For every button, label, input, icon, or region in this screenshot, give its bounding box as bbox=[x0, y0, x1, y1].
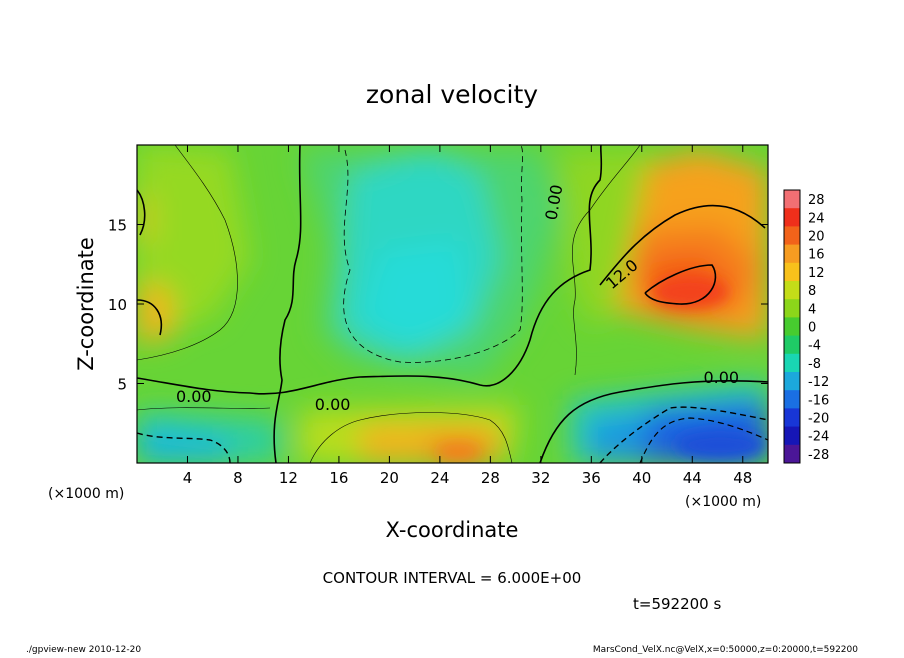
colorbar-label: 12 bbox=[808, 266, 825, 281]
x-unit-right: (×1000 m) bbox=[685, 494, 761, 510]
colorbar-label: 24 bbox=[808, 211, 825, 226]
x-tick-label: 12 bbox=[279, 469, 298, 487]
colorbar: 28 24 20 16 12 8 4 0 -4 -8 -12 -16 -20 -24 -28 bbox=[783, 189, 829, 464]
colorbar-swatch bbox=[784, 281, 800, 300]
x-tick-label: 28 bbox=[481, 469, 500, 487]
colorbar-label: -24 bbox=[808, 430, 829, 445]
x-tick-label: 40 bbox=[632, 469, 651, 487]
chart-title: zonal velocity bbox=[366, 80, 538, 109]
colorbar-swatch bbox=[784, 317, 800, 337]
colorbar-swatch bbox=[784, 408, 800, 428]
colorbar-swatch bbox=[784, 299, 800, 318]
contour-label: 0.00 bbox=[703, 368, 739, 387]
colorbar-swatch bbox=[784, 208, 800, 227]
colorbar-label: 4 bbox=[808, 302, 816, 317]
colorbar-label: 16 bbox=[808, 248, 825, 263]
x-tick-label: 24 bbox=[430, 469, 449, 487]
colorbar-label: 0 bbox=[808, 321, 816, 336]
colorbar-label: -16 bbox=[808, 393, 829, 408]
contour-interval-text: CONTOUR INTERVAL = 6.000E+00 bbox=[323, 569, 582, 587]
colorbar-swatch bbox=[784, 262, 800, 282]
colorbar-label: -28 bbox=[808, 448, 829, 463]
y-tick-label: 5 bbox=[117, 376, 127, 394]
colorbar-swatch bbox=[784, 426, 800, 446]
time-text: t=592200 s bbox=[633, 595, 721, 613]
x-tick-label: 16 bbox=[329, 469, 348, 487]
colorbar-swatch bbox=[784, 226, 800, 246]
colorbar-label: 28 bbox=[808, 193, 825, 208]
x-axis-label: X-coordinate bbox=[386, 518, 519, 542]
x-tick-label: 48 bbox=[733, 469, 752, 487]
x-tick-label: 36 bbox=[582, 469, 601, 487]
colorbar-label: 8 bbox=[808, 284, 816, 299]
colorbar-label: -20 bbox=[808, 412, 829, 427]
contour-label: 0.00 bbox=[176, 387, 212, 406]
colorbar-swatch bbox=[784, 244, 800, 264]
y-axis-label: Z-coordinate bbox=[74, 237, 98, 371]
y-axis: 5 10 15 bbox=[108, 217, 768, 394]
y-tick-label: 10 bbox=[108, 296, 127, 314]
x-tick-label: 20 bbox=[380, 469, 399, 487]
footer-right: MarsCond_VelX.nc@VelX,x=0:50000,z=0:2000… bbox=[593, 645, 858, 654]
colorbar-label: -8 bbox=[808, 357, 821, 372]
x-tick-label: 32 bbox=[531, 469, 550, 487]
x-tick-label: 8 bbox=[233, 469, 243, 487]
contour-field bbox=[137, 145, 768, 463]
colorbar-swatch bbox=[784, 444, 800, 464]
colorbar-label: -4 bbox=[808, 339, 821, 354]
colorbar-frame bbox=[783, 189, 801, 464]
colorbar-label: 20 bbox=[808, 230, 825, 245]
y-tick-label: 15 bbox=[108, 217, 127, 235]
footer-left: ./gpview-new 2010-12-20 bbox=[26, 645, 141, 654]
colorbar-swatch bbox=[784, 353, 800, 373]
x-tick-label: 44 bbox=[683, 469, 702, 487]
colorbar-swatch bbox=[784, 190, 800, 209]
colorbar-swatch bbox=[784, 372, 800, 391]
x-axis: 4 8 12 16 20 24 28 32 36 40 44 48 bbox=[183, 145, 752, 487]
x-unit-left: (×1000 m) bbox=[48, 486, 124, 502]
colorbar-swatch bbox=[784, 390, 800, 409]
x-tick-label: 4 bbox=[183, 469, 193, 487]
colorbar-label: -12 bbox=[808, 375, 829, 390]
contour-label: 0.00 bbox=[315, 395, 351, 414]
colorbar-swatch bbox=[784, 335, 800, 355]
